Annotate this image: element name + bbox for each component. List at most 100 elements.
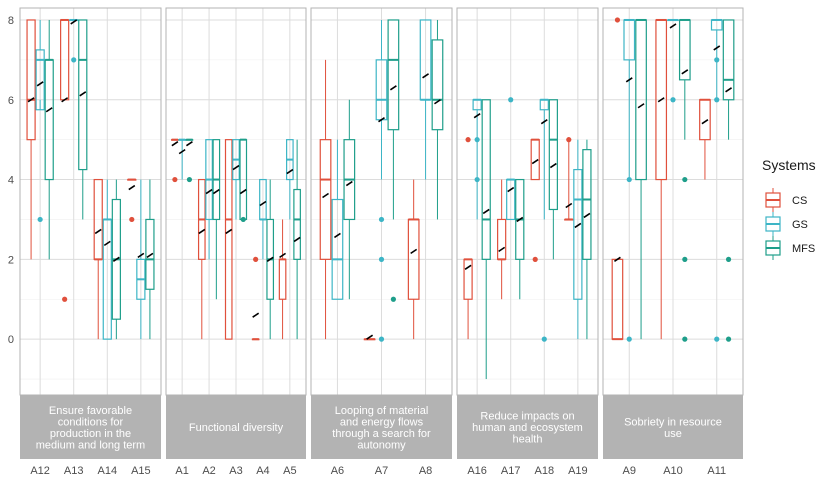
outlier-point bbox=[465, 137, 471, 143]
x-tick-label: A17 bbox=[501, 465, 521, 477]
outlier-point bbox=[725, 336, 732, 342]
legend-key bbox=[765, 188, 781, 212]
facet-strip-label: human and ecosystem bbox=[472, 422, 583, 434]
mean-marker bbox=[128, 184, 136, 191]
facet-strip bbox=[603, 395, 743, 459]
mean-marker bbox=[389, 85, 397, 91]
mean-marker bbox=[36, 81, 44, 87]
mean-marker bbox=[713, 45, 721, 51]
mean-marker bbox=[212, 188, 220, 195]
mean-marker bbox=[205, 188, 213, 195]
mean-marker bbox=[45, 107, 53, 113]
mean-marker bbox=[540, 119, 548, 125]
box-cs bbox=[26, 19, 36, 141]
mean-marker bbox=[70, 19, 78, 25]
mean-marker bbox=[79, 91, 87, 97]
outlier-point bbox=[682, 176, 688, 183]
mean-marker bbox=[498, 246, 506, 253]
mean-marker bbox=[232, 164, 240, 171]
mean-marker bbox=[286, 168, 294, 175]
mean-marker bbox=[27, 97, 35, 103]
mean-marker bbox=[178, 148, 186, 155]
mean-marker bbox=[259, 200, 267, 207]
x-tick-label: A14 bbox=[97, 465, 117, 477]
x-tick-label: A8 bbox=[419, 465, 432, 477]
outlier-point bbox=[37, 216, 43, 223]
facet-strip bbox=[311, 395, 452, 459]
facet-strip-label: autonomy bbox=[357, 439, 406, 451]
x-tick-label: A5 bbox=[283, 465, 296, 477]
facet-strip-label: use bbox=[664, 428, 682, 440]
facet-strip-label: Functional diversity bbox=[189, 422, 284, 434]
mean-marker bbox=[549, 162, 557, 169]
outlier-point bbox=[129, 216, 135, 223]
mean-marker bbox=[507, 186, 515, 193]
mean-marker bbox=[279, 252, 287, 259]
legend-label: MFS bbox=[792, 243, 815, 255]
y-tick-label: 6 bbox=[8, 95, 14, 107]
facet-strip bbox=[20, 395, 161, 459]
box-mfs bbox=[293, 188, 301, 260]
facet-strip-label: health bbox=[513, 434, 543, 446]
mean-marker bbox=[146, 252, 154, 259]
mean-marker bbox=[322, 192, 329, 199]
y-tick-label: 4 bbox=[8, 175, 14, 187]
outlier-point bbox=[626, 176, 632, 183]
mean-marker bbox=[701, 119, 709, 125]
x-tick-label: A19 bbox=[568, 465, 588, 477]
mean-marker bbox=[464, 264, 472, 270]
mean-marker bbox=[171, 140, 179, 147]
x-tick-label: A3 bbox=[229, 465, 242, 477]
outlier-point bbox=[390, 296, 396, 302]
mean-marker bbox=[583, 212, 591, 219]
box-mfs bbox=[582, 149, 592, 260]
outlier-point bbox=[714, 57, 720, 63]
legend: Systems CS GS MFS bbox=[762, 157, 816, 260]
facet-strip-label: conditions for bbox=[58, 416, 124, 428]
mean-marker bbox=[185, 140, 193, 147]
facet-strip-label: Looping of material bbox=[335, 405, 429, 417]
box-mfs bbox=[145, 218, 155, 290]
facet-strip-label: Ensure favorable bbox=[49, 405, 132, 417]
facet-strip bbox=[457, 395, 598, 459]
mean-marker bbox=[333, 232, 341, 239]
mean-marker bbox=[94, 228, 102, 235]
outlier-point bbox=[541, 336, 547, 342]
box-cs bbox=[224, 139, 233, 340]
outlier-point bbox=[474, 176, 480, 183]
outlier-point bbox=[725, 256, 732, 262]
x-tick-label: A10 bbox=[663, 465, 683, 477]
box-mfs bbox=[78, 19, 88, 171]
mean-marker bbox=[61, 97, 69, 103]
outlier-point bbox=[682, 256, 688, 262]
x-tick-label: A16 bbox=[467, 465, 487, 477]
legend-label: GS bbox=[792, 219, 808, 231]
x-tick-label: A11 bbox=[707, 465, 726, 477]
mean-marker bbox=[410, 248, 418, 255]
x-tick-label: A4 bbox=[256, 465, 269, 477]
x-tick-label: A12 bbox=[30, 465, 50, 477]
box-gs bbox=[331, 198, 344, 300]
box-mfs bbox=[722, 19, 735, 101]
box-gs bbox=[573, 168, 583, 300]
outlier-point bbox=[474, 137, 480, 143]
outlier-point bbox=[378, 216, 385, 223]
outlier-point bbox=[626, 336, 632, 342]
mean-marker bbox=[574, 222, 582, 229]
mean-marker bbox=[366, 334, 374, 340]
panel-background bbox=[20, 8, 161, 395]
facet-strip-label: and energy flows bbox=[340, 416, 424, 428]
facet-strip-label: medium and long term bbox=[36, 439, 145, 451]
outlier-point bbox=[186, 176, 193, 183]
mean-marker bbox=[103, 240, 111, 247]
x-tick-label: A13 bbox=[64, 465, 84, 477]
outlier-point bbox=[532, 256, 538, 262]
box-mfs bbox=[431, 39, 444, 131]
x-tick-label: A7 bbox=[375, 465, 388, 477]
outlier-point bbox=[240, 216, 246, 223]
mean-marker bbox=[112, 256, 120, 263]
box-gs bbox=[35, 49, 45, 111]
mean-marker bbox=[531, 158, 539, 165]
